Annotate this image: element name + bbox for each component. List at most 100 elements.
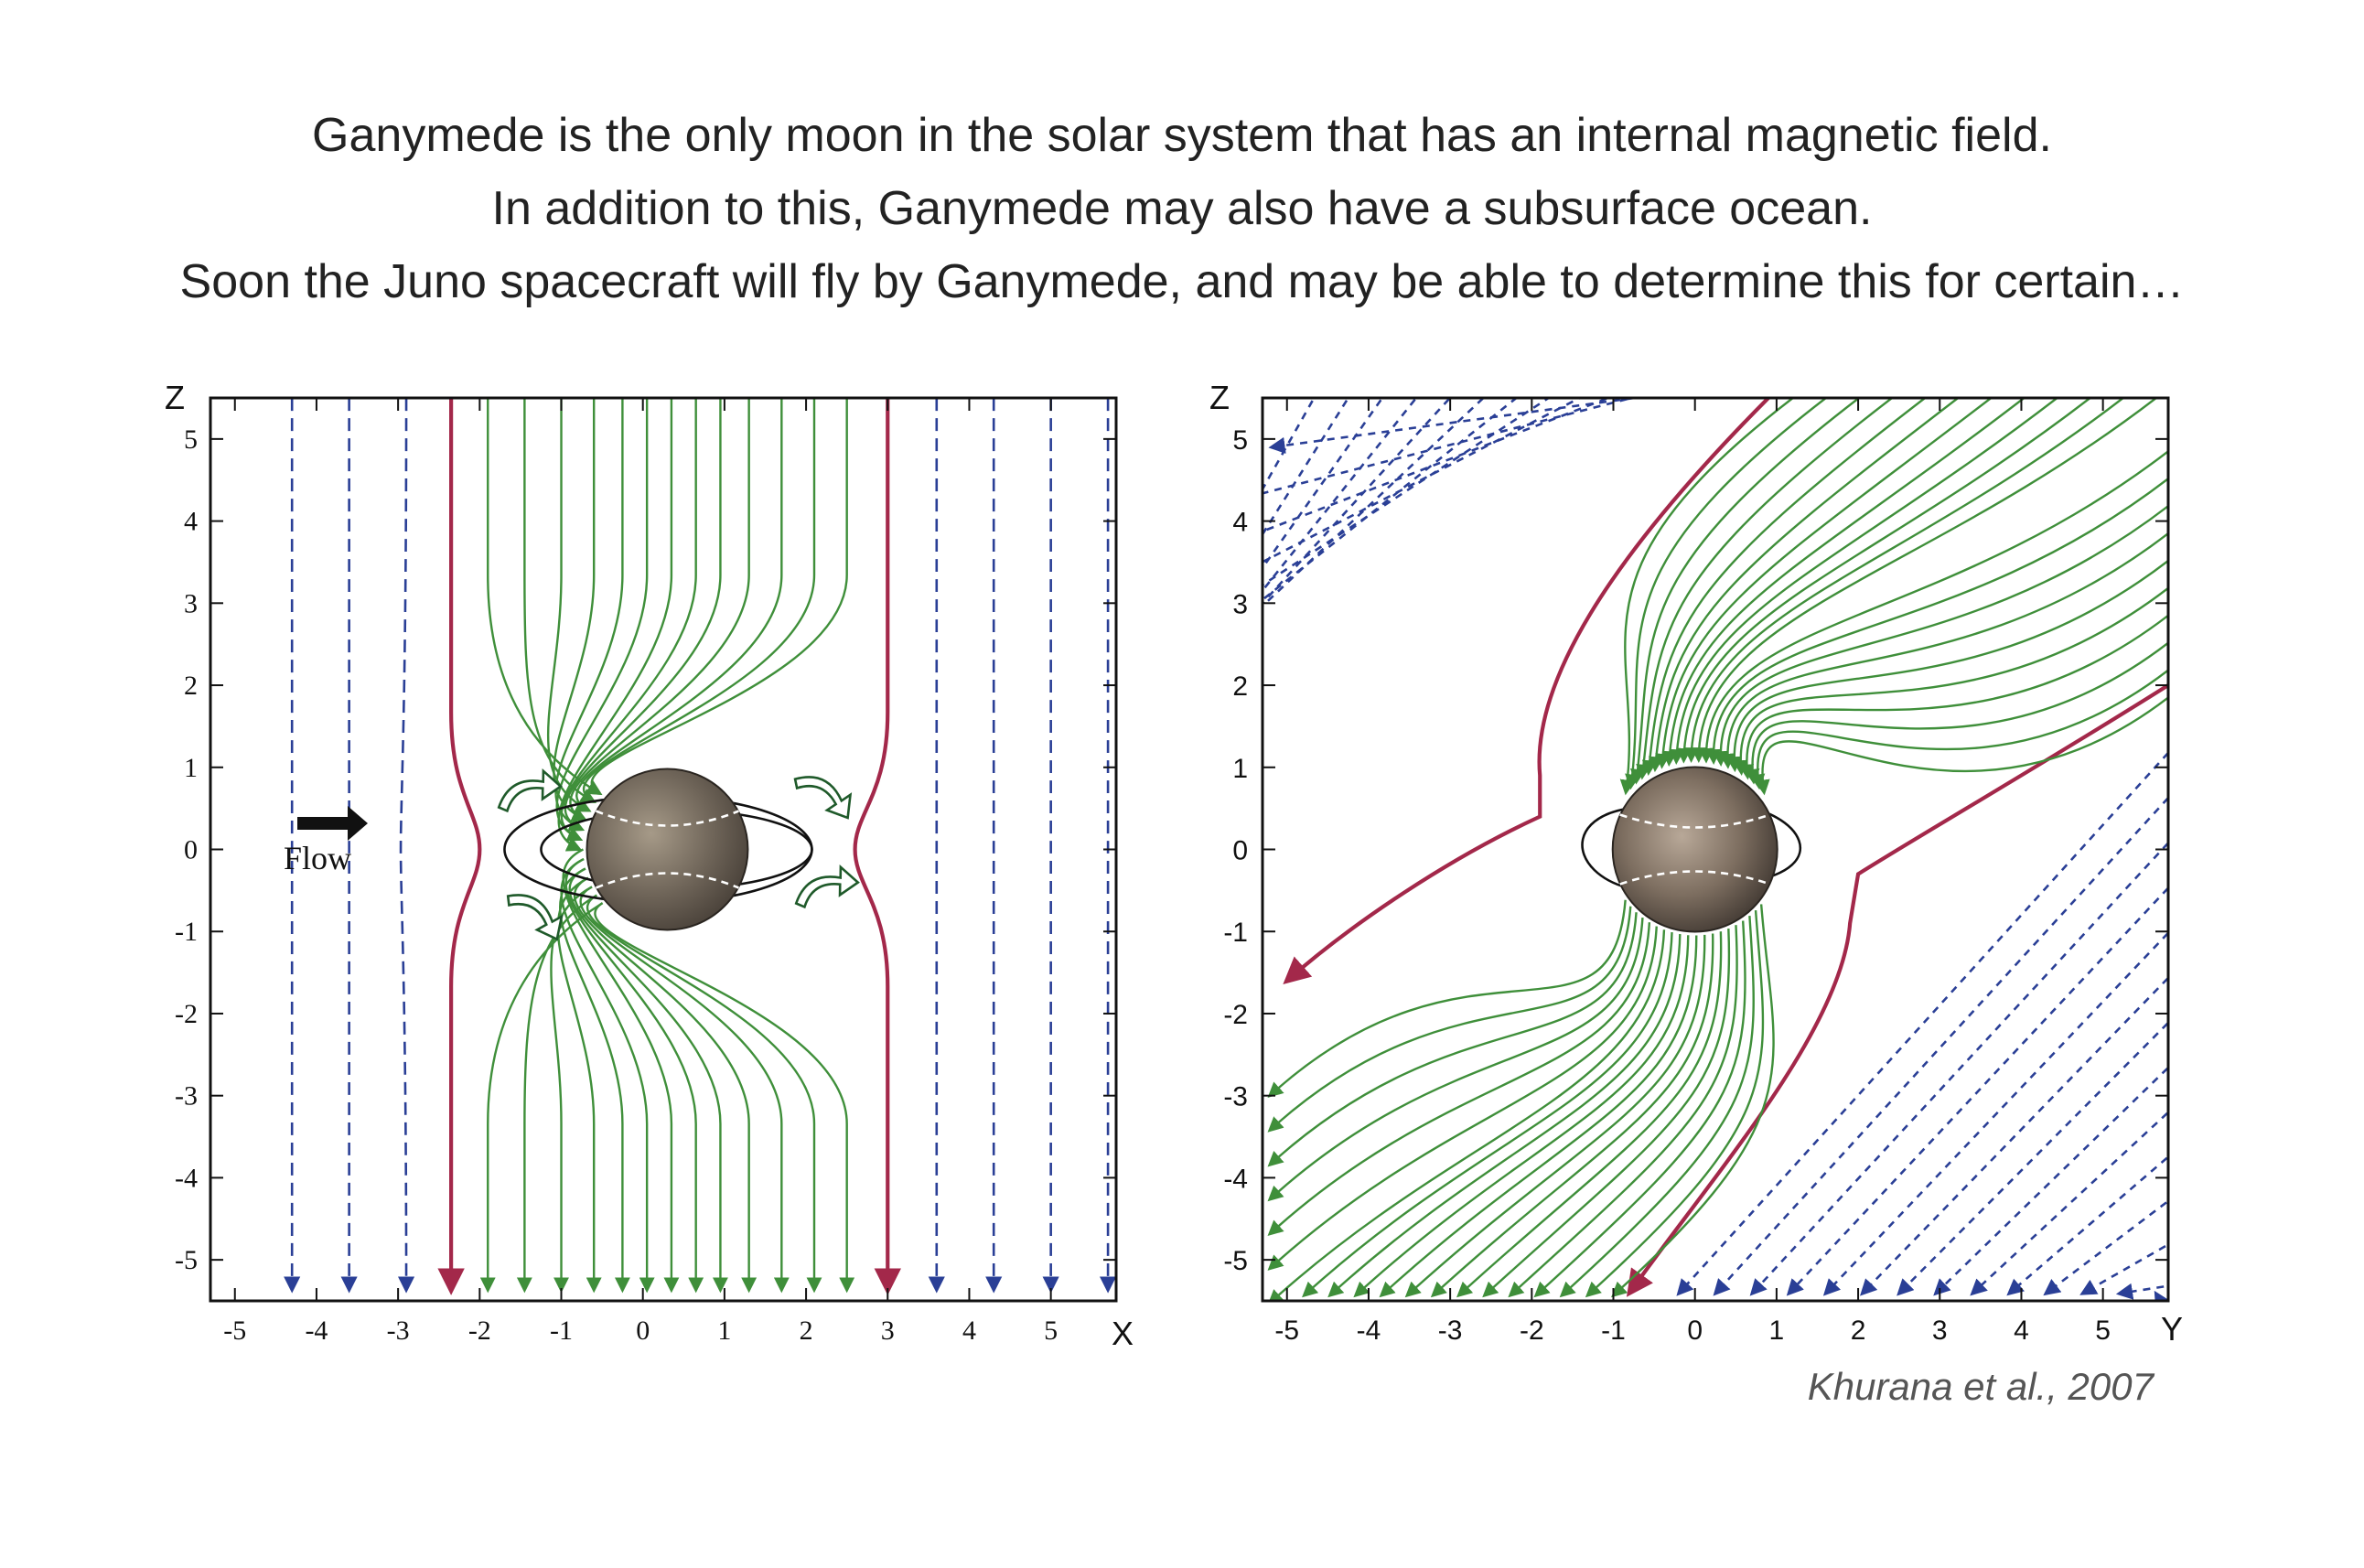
background-field-line [2043,1199,2168,1296]
x-tick-label: -1 [550,1316,573,1346]
field-line-north [1683,398,2124,763]
field-line-south [579,886,790,1294]
field-line-north [554,398,624,832]
x-tick-label: -2 [468,1316,491,1346]
z-tick-label: -2 [175,999,198,1029]
field-line-south [550,886,593,1294]
field-line-south [1611,904,1775,1298]
background-field-line [1263,398,1418,593]
field-line-north [1691,398,2157,763]
z-tick-label: -4 [175,1163,198,1193]
intro-line-3: Soon the Juno spacecraft will fly by Gan… [179,255,2185,308]
x-tick-label: -5 [223,1316,246,1346]
z-axis-name-right: Z [1209,379,1230,416]
x-tick-label: 1 [717,1316,731,1346]
y-tick-label: -4 [1357,1316,1381,1346]
background-field-line [1263,398,1637,495]
open-closed-boundary [595,872,739,889]
background-field-line [1263,398,1583,564]
field-line-north [1725,560,2168,773]
z-tick-label: 0 [1232,836,1248,866]
field-line-north [1698,450,2168,764]
field-line-north [1625,398,1827,790]
field-line-north [1676,398,2091,764]
z-tick-label: -1 [1223,918,1248,948]
intro-text: Ganymede is the only moon in the solar s… [0,99,2364,318]
field-line-south [1327,934,1682,1298]
z-tick-label: -2 [1223,1000,1248,1030]
background-field-line [1263,398,1316,492]
field-line-north [1661,398,2026,768]
field-line-north [1636,398,1893,780]
field-line-south [1267,917,1644,1202]
z-tick-label: 5 [1232,425,1248,456]
z-tick-label: 5 [184,424,198,455]
field-line-north [1619,398,1794,796]
x-tick-label: 3 [881,1316,895,1346]
field-line-north [564,398,722,832]
plasma-flow-arrow [497,768,563,813]
z-tick-label: 1 [184,753,198,783]
intro-line-2: In addition to this, Ganymede may also h… [491,182,1873,235]
field-line-north [1641,398,1926,777]
field-line-north [579,398,816,803]
magnetosphere-yz-diagram: -5 -4 -3 -2 -1 0 1 2 3 4 5 5 4 3 2 1 0 -1 -2 -3 -4 -5 Z Y [1209,379,2183,1348]
field-line-north [585,398,848,796]
y-tick-label: -5 [1274,1316,1299,1346]
figure-credit: Khurana et al., 2007 [1807,1365,2154,1408]
field-line-south [1267,929,1666,1301]
field-line-south [1267,912,1638,1167]
y-tick-label: 1 [1769,1316,1785,1346]
background-field-line [397,398,415,1294]
z-tick-label: 4 [184,507,198,537]
background-field-line [2079,1242,2168,1295]
background-field-line [1263,398,1519,602]
background-field-line [1860,976,2168,1296]
field-line-south [1559,916,1755,1298]
z-tick-label: -3 [1223,1082,1248,1112]
x-tick-label: -3 [387,1316,410,1346]
z-axis-name: Z [165,379,185,416]
y-axis-name: Y [2161,1310,2183,1348]
open-closed-boundary [595,810,739,827]
field-line-south [479,902,604,1294]
field-line-north [1629,398,1860,785]
background-field-line [1822,930,2168,1296]
y-tick-label: -3 [1438,1316,1463,1346]
field-line-south [1267,906,1632,1133]
field-line-south [1585,909,1765,1298]
y-tick-label: 3 [1932,1316,1948,1346]
field-line-south [1508,925,1738,1298]
background-field-line [2006,1155,2168,1296]
field-line-north [569,398,750,822]
z-tick-label: -3 [175,1081,198,1112]
z-tick-label: 1 [1232,754,1248,784]
y-tick-label: 5 [2095,1316,2111,1346]
z-tick-label: 0 [184,835,198,865]
field-line-south [1404,934,1706,1298]
z-tick-label: -5 [1223,1246,1248,1276]
x-tick-label: -4 [305,1316,328,1346]
separatrix-line [1283,398,1770,984]
z-tick-label: 2 [1232,671,1248,702]
background-field-line [1263,398,1612,533]
background-field-line [1933,1066,2168,1296]
ganymede-moon-xz [497,768,860,941]
y-tick-label: 2 [1851,1316,1866,1346]
field-line-north [1712,505,2168,768]
field-line-south [1482,929,1731,1298]
field-line-south [1430,933,1714,1298]
background-field-line [1749,841,2168,1296]
moon-disc [586,768,749,931]
field-line-south [1267,922,1651,1237]
moon-disc [1611,766,1778,933]
background-field-line [2115,1283,2168,1300]
field-line-north [1738,614,2168,780]
field-line-south [1302,932,1673,1298]
background-field-line [1676,750,2168,1296]
y-tick-label: 4 [2014,1316,2029,1346]
field-line-south [1456,931,1723,1298]
z-tick-label: 3 [184,588,198,618]
field-line-north [546,398,592,812]
